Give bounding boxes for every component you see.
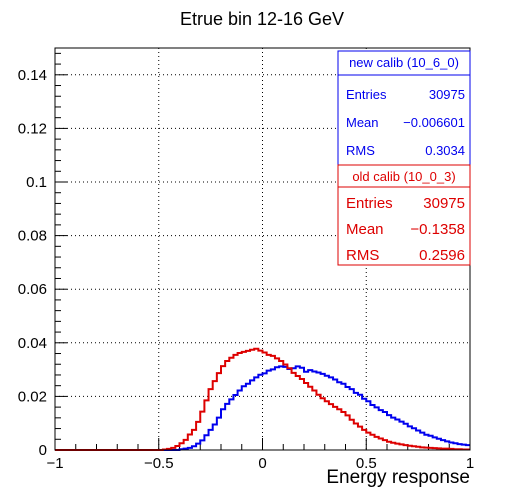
stat-new-rms-label: RMS xyxy=(346,143,375,158)
stats-box-old-frame xyxy=(337,164,471,266)
stat-new-entries-value: 30975 xyxy=(429,87,465,102)
y-tick-label: 0.14 xyxy=(18,67,47,84)
histograms xyxy=(55,347,470,451)
x-tick-label: 1 xyxy=(466,455,474,472)
y-tick-label: 0.02 xyxy=(18,388,47,405)
y-tick-label: 0.04 xyxy=(18,335,47,352)
legend-old-calib: old calib (10_0_3) xyxy=(352,169,455,184)
stats-box-old: old calib (10_0_3) Entries 30975 Mean −0… xyxy=(337,164,471,266)
stat-old-mean-label: Mean xyxy=(346,221,384,238)
stat-old-rms-value: 0.2596 xyxy=(419,247,465,264)
y-tick-label: 0.1 xyxy=(26,174,47,191)
legend-new-calib: new calib (10_6_0) xyxy=(349,55,459,70)
stats-box-new-frame xyxy=(337,50,471,166)
y-tick-label: 0.12 xyxy=(18,120,47,137)
stat-new-mean-value: −0.006601 xyxy=(403,115,465,130)
stat-new-entries-label: Entries xyxy=(346,87,387,102)
stat-new-mean-label: Mean xyxy=(346,115,379,130)
stat-old-rms-label: RMS xyxy=(346,247,379,264)
y-tick-label: 0.06 xyxy=(18,281,47,298)
y-tick-label: 0 xyxy=(39,442,47,459)
x-tick-label: 0 xyxy=(258,455,266,472)
stat-old-mean-value: −0.1358 xyxy=(410,221,465,238)
axis-ticks: −1 −0.5 0 0.5 1 0 0.02 0.04 0.06 0.08 0.1 0.12 0.14 xyxy=(18,52,474,472)
stat-new-rms-value: 0.3034 xyxy=(425,143,465,158)
stat-old-entries-label: Entries xyxy=(346,195,393,212)
x-axis-title: Energy response xyxy=(326,467,470,488)
stat-old-entries-value: 30975 xyxy=(423,195,465,212)
histogram-old-calib xyxy=(55,347,470,451)
x-tick-label: −0.5 xyxy=(144,455,174,472)
x-tick-label: −1 xyxy=(46,455,63,472)
y-tick-label: 0.08 xyxy=(18,228,47,245)
x-tick-label: 0.5 xyxy=(356,455,377,472)
chart-title: Etrue bin 12-16 GeV xyxy=(180,9,344,29)
stats-box-new: new calib (10_6_0) Entries 30975 Mean −0… xyxy=(337,50,471,166)
